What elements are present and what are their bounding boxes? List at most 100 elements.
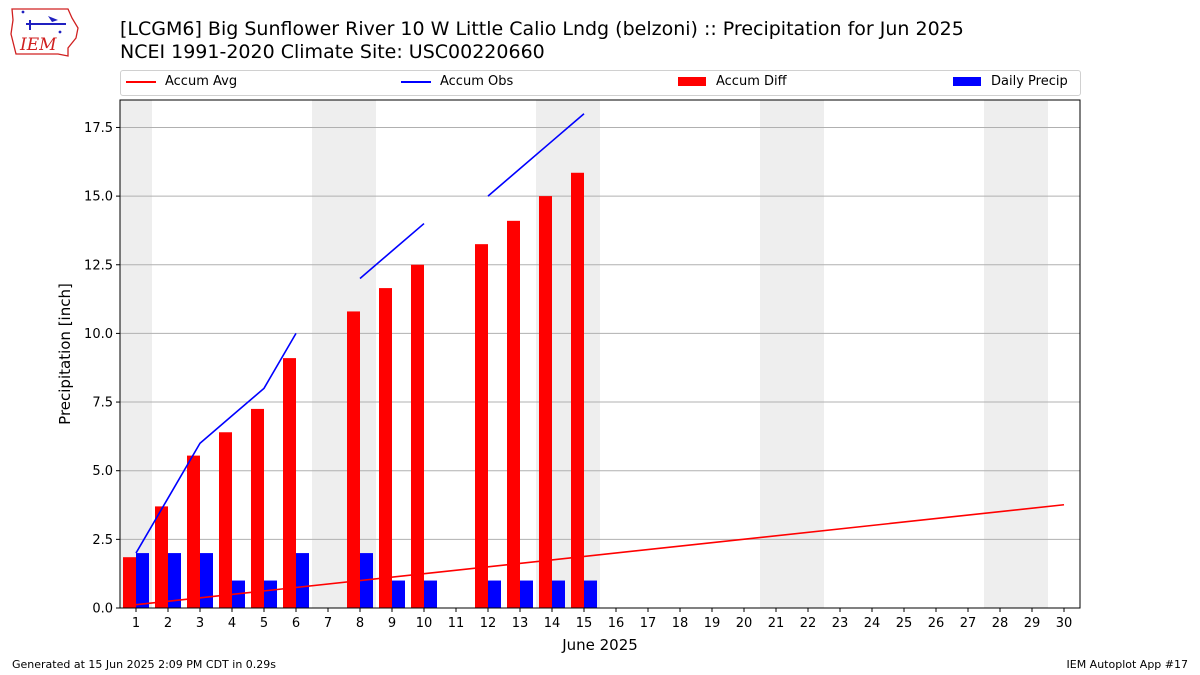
legend-accum-avg-swatch <box>126 80 156 83</box>
logo-text: IEM <box>19 35 57 55</box>
legend-daily-precip-label: Daily Precip <box>991 74 1068 89</box>
legend-accum-diff-swatch <box>678 77 706 86</box>
chart-title-line2: NCEI 1991-2020 Climate Site: USC00220660 <box>120 41 545 63</box>
x-tick-label: 1 <box>132 616 140 631</box>
x-tick-label: 10 <box>416 616 433 631</box>
accum-diff-bar <box>507 220 520 608</box>
y-tick-label: 17.5 <box>84 121 113 136</box>
iem-logo: IEM <box>10 8 79 57</box>
daily-precip-bar <box>264 580 277 608</box>
y-tick-label: 10.0 <box>84 327 113 342</box>
x-tick-label: 6 <box>292 616 300 631</box>
accum-diff-bar <box>123 557 136 608</box>
x-tick-label: 11 <box>448 616 465 631</box>
x-tick-label: 3 <box>196 616 204 631</box>
x-tick-label: 4 <box>228 616 236 631</box>
accum-diff-bar <box>155 506 168 608</box>
footer-app: IEM Autoplot App #17 <box>1066 658 1189 671</box>
daily-precip-bar <box>424 580 437 608</box>
bars <box>123 172 597 609</box>
accum-diff-bar <box>219 432 232 608</box>
chart-title-line1: [LCGM6] Big Sunflower River 10 W Little … <box>120 18 964 40</box>
x-tick-label: 16 <box>608 616 625 631</box>
footer-generated: Generated at 15 Jun 2025 2:09 PM CDT in … <box>12 658 277 671</box>
x-tick-label: 23 <box>832 616 849 631</box>
y-axis-label: Precipitation [inch] <box>56 283 74 425</box>
x-axis-label: June 2025 <box>561 636 638 654</box>
y-tick-label: 7.5 <box>92 396 113 411</box>
weekend-band <box>760 100 792 608</box>
accum-diff-bar <box>539 196 552 609</box>
y-tick-label: 15.0 <box>84 190 113 205</box>
x-tick-label: 22 <box>800 616 817 631</box>
legend-daily-precip-swatch <box>953 77 981 86</box>
y-tick-label: 0.0 <box>92 602 113 617</box>
legend-accum-avg-label: Accum Avg <box>165 74 238 89</box>
accum-diff-bar <box>187 455 200 608</box>
weekend-band <box>792 100 824 608</box>
x-tick-label: 9 <box>388 616 396 631</box>
x-tick-label: 26 <box>928 616 945 631</box>
x-tick-label: 19 <box>704 616 721 631</box>
x-tick-label: 25 <box>896 616 913 631</box>
x-tick-label: 8 <box>356 616 364 631</box>
accum-diff-bar <box>475 244 488 608</box>
accum-diff-bar <box>347 311 360 608</box>
daily-precip-bar <box>392 580 405 608</box>
chart-title: [LCGM6] Big Sunflower River 10 W Little … <box>120 18 964 64</box>
x-tick-label: 5 <box>260 616 268 631</box>
accum-obs-line <box>135 333 297 554</box>
y-tick-label: 5.0 <box>92 464 113 479</box>
accum-diff-bar <box>283 358 296 608</box>
x-tick-label: 24 <box>864 616 881 631</box>
daily-precip-bar <box>488 580 501 608</box>
iowa-state-map-icon <box>10 8 79 57</box>
x-tick-label: 2 <box>164 616 172 631</box>
x-tick-label: 30 <box>1056 616 1073 631</box>
daily-precip-bar <box>584 580 597 608</box>
x-tick-label: 17 <box>640 616 657 631</box>
accum-avg-line <box>135 503 1065 606</box>
accum-diff-bar <box>571 172 584 608</box>
accum-obs-line <box>487 113 585 197</box>
series-lines <box>135 113 1065 606</box>
x-tick-label: 21 <box>768 616 785 631</box>
legend-accum-diff-label: Accum Diff <box>716 74 787 89</box>
weekend-band <box>984 100 1016 608</box>
accum-obs-line <box>359 222 425 280</box>
x-tick-label: 29 <box>1024 616 1041 631</box>
weekend-band <box>312 100 344 608</box>
daily-precip-bar <box>552 580 565 608</box>
accum-diff-bar <box>251 408 264 608</box>
chart-legend: Accum Avg Accum Obs Accum Diff Daily Pre… <box>120 70 1081 96</box>
x-tick-label: 14 <box>544 616 561 631</box>
legend-accum-obs-swatch <box>401 80 431 83</box>
daily-precip-bar <box>136 553 149 608</box>
daily-precip-bar <box>168 553 181 608</box>
axes: 0.02.55.07.510.012.515.017.51 2 3 4 5 6 7 8 9 10 1… <box>84 121 1072 631</box>
accum-diff-bar <box>379 288 392 608</box>
x-tick-label: 15 <box>576 616 593 631</box>
daily-precip-bar <box>200 553 213 608</box>
accum-diff-bar <box>411 264 424 608</box>
legend-accum-obs-label: Accum Obs <box>440 74 514 89</box>
y-tick-label: 12.5 <box>84 258 113 273</box>
weekend-band <box>120 100 152 608</box>
daily-precip-bar <box>520 580 533 608</box>
plot-area-frame <box>119 99 1081 609</box>
legend-accum-diff: Accum Diff <box>678 74 787 89</box>
x-tick-label: 20 <box>736 616 753 631</box>
daily-precip-bar <box>296 553 309 608</box>
x-tick-label: 12 <box>480 616 497 631</box>
weekend-band <box>1016 100 1048 608</box>
legend-daily-precip: Daily Precip <box>953 74 1068 89</box>
x-tick-label: 18 <box>672 616 689 631</box>
x-tick-label: 13 <box>512 616 529 631</box>
legend-accum-obs: Accum Obs <box>401 74 513 89</box>
y-tick-label: 2.5 <box>92 533 113 548</box>
x-tick-label: 7 <box>324 616 332 631</box>
x-tick-label: 28 <box>992 616 1009 631</box>
legend-accum-avg: Accum Avg <box>126 74 237 89</box>
x-tick-label: 27 <box>960 616 977 631</box>
